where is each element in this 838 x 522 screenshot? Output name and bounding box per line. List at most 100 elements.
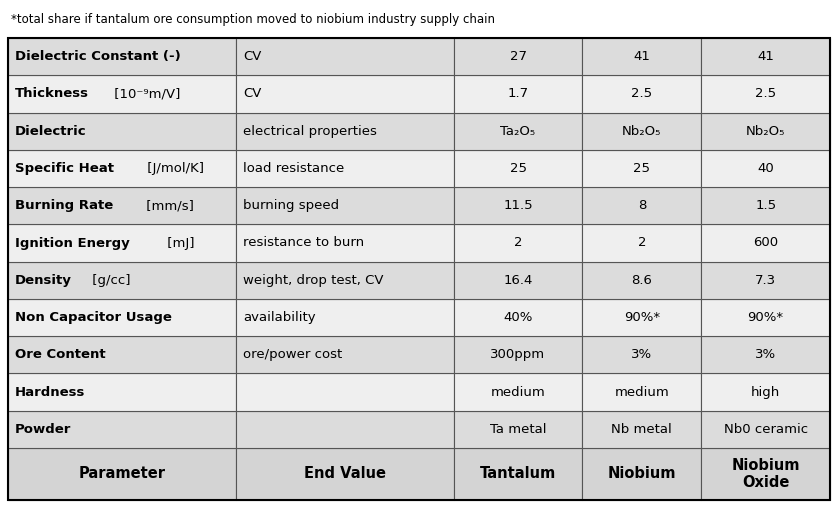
Bar xyxy=(8,262,235,299)
Text: Nb metal: Nb metal xyxy=(612,423,672,436)
Bar xyxy=(701,113,830,150)
Bar xyxy=(8,224,235,262)
Bar xyxy=(701,38,830,75)
Bar xyxy=(235,411,453,448)
Text: Density: Density xyxy=(15,274,72,287)
Text: availability: availability xyxy=(243,311,315,324)
Text: [mJ]: [mJ] xyxy=(163,236,194,250)
Text: [10⁻⁹m/V]: [10⁻⁹m/V] xyxy=(111,87,181,100)
Text: Powder: Powder xyxy=(15,423,71,436)
Text: 41: 41 xyxy=(634,50,650,63)
Text: Hardness: Hardness xyxy=(15,386,85,399)
Text: CV: CV xyxy=(243,87,261,100)
Bar xyxy=(453,373,582,411)
Text: 300ppm: 300ppm xyxy=(490,348,546,361)
Text: 1.7: 1.7 xyxy=(508,87,529,100)
Bar xyxy=(582,113,701,150)
Text: 25: 25 xyxy=(510,162,526,175)
Bar xyxy=(582,299,701,336)
Bar xyxy=(453,411,582,448)
Bar xyxy=(701,187,830,224)
Bar xyxy=(701,299,830,336)
Text: 27: 27 xyxy=(510,50,526,63)
Bar xyxy=(582,38,701,75)
Text: 2.5: 2.5 xyxy=(755,87,776,100)
Bar xyxy=(701,336,830,373)
Text: CV: CV xyxy=(243,50,261,63)
Text: 8.6: 8.6 xyxy=(631,274,652,287)
Bar xyxy=(701,373,830,411)
Bar xyxy=(582,336,701,373)
Text: 1.5: 1.5 xyxy=(755,199,776,212)
Bar xyxy=(453,336,582,373)
Text: Nb₂O₅: Nb₂O₅ xyxy=(622,125,661,138)
Text: 7.3: 7.3 xyxy=(755,274,776,287)
Text: End Value: End Value xyxy=(303,467,385,481)
Bar xyxy=(8,336,235,373)
Bar xyxy=(235,113,453,150)
Text: 3%: 3% xyxy=(755,348,776,361)
Bar xyxy=(235,299,453,336)
Bar xyxy=(453,224,582,262)
Bar xyxy=(453,299,582,336)
Text: Niobium: Niobium xyxy=(608,467,676,481)
Text: Non Capacitor Usage: Non Capacitor Usage xyxy=(15,311,172,324)
Text: 2: 2 xyxy=(638,236,646,250)
Bar xyxy=(453,150,582,187)
Bar xyxy=(701,150,830,187)
Text: 2.5: 2.5 xyxy=(631,87,653,100)
Text: 90%*: 90%* xyxy=(747,311,784,324)
Bar xyxy=(453,113,582,150)
Bar xyxy=(235,187,453,224)
Text: Niobium
Oxide: Niobium Oxide xyxy=(732,458,800,490)
Text: 40: 40 xyxy=(758,162,774,175)
Text: 90%*: 90%* xyxy=(623,311,660,324)
Text: Ta₂O₅: Ta₂O₅ xyxy=(500,125,535,138)
Bar xyxy=(235,38,453,75)
Bar xyxy=(8,38,830,500)
Text: 8: 8 xyxy=(638,199,646,212)
Bar xyxy=(8,38,235,75)
Text: electrical properties: electrical properties xyxy=(243,125,376,138)
Text: Parameter: Parameter xyxy=(79,467,165,481)
Text: 16.4: 16.4 xyxy=(504,274,533,287)
Bar xyxy=(582,150,701,187)
Bar xyxy=(235,75,453,113)
Text: Tantalum: Tantalum xyxy=(480,467,556,481)
Bar xyxy=(8,373,235,411)
Text: 600: 600 xyxy=(753,236,779,250)
Bar xyxy=(453,187,582,224)
Text: Ta metal: Ta metal xyxy=(489,423,546,436)
Bar xyxy=(582,224,701,262)
Text: Specific Heat: Specific Heat xyxy=(15,162,114,175)
Text: resistance to burn: resistance to burn xyxy=(243,236,364,250)
Bar xyxy=(235,336,453,373)
Bar xyxy=(582,411,701,448)
Text: high: high xyxy=(751,386,780,399)
Bar xyxy=(582,373,701,411)
Bar xyxy=(582,75,701,113)
Bar xyxy=(8,150,235,187)
Text: load resistance: load resistance xyxy=(243,162,344,175)
Bar xyxy=(453,262,582,299)
Text: Ore Content: Ore Content xyxy=(15,348,106,361)
Text: 40%: 40% xyxy=(504,311,533,324)
Bar xyxy=(701,75,830,113)
Text: 3%: 3% xyxy=(631,348,653,361)
Bar xyxy=(582,262,701,299)
Text: 2: 2 xyxy=(514,236,522,250)
Bar xyxy=(701,448,830,500)
Text: weight, drop test, CV: weight, drop test, CV xyxy=(243,274,383,287)
Bar xyxy=(235,262,453,299)
Bar xyxy=(453,38,582,75)
Bar xyxy=(582,187,701,224)
Text: ore/power cost: ore/power cost xyxy=(243,348,342,361)
Bar xyxy=(453,75,582,113)
Bar xyxy=(701,411,830,448)
Text: Nb0 ceramic: Nb0 ceramic xyxy=(723,423,808,436)
Text: Nb₂O₅: Nb₂O₅ xyxy=(746,125,785,138)
Bar xyxy=(701,262,830,299)
Text: 11.5: 11.5 xyxy=(504,199,533,212)
Bar xyxy=(235,224,453,262)
Text: Ignition Energy: Ignition Energy xyxy=(15,236,130,250)
